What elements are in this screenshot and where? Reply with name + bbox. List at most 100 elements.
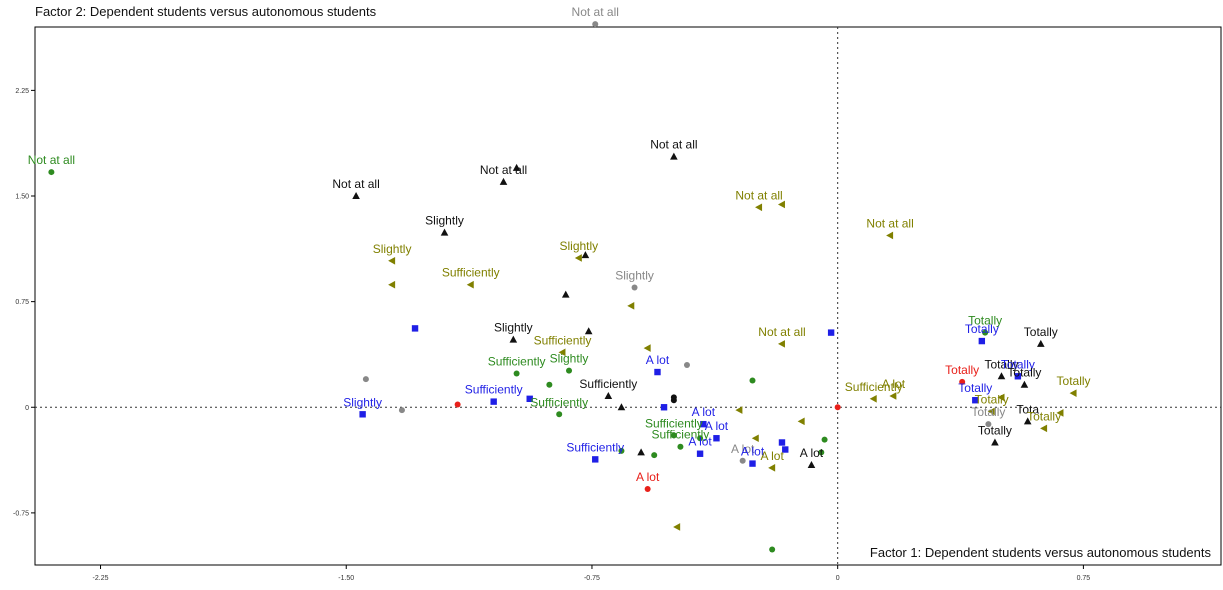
data-point: [1014, 373, 1022, 380]
point-label: Totally: [978, 423, 1012, 437]
data-point: [889, 392, 897, 400]
data-point: [1037, 339, 1045, 347]
data-point: [696, 450, 704, 457]
data-point: [735, 406, 743, 414]
data-point: [1040, 424, 1048, 433]
point-label: Sufficiently: [442, 266, 500, 280]
data-point: [581, 251, 590, 259]
x-tick-label: 0: [836, 575, 840, 582]
data-point: [411, 325, 419, 332]
point-label: A lot: [760, 449, 784, 463]
point-label: Slightly: [560, 239, 599, 253]
data-point: [631, 284, 638, 291]
data-point: [683, 362, 690, 369]
data-point: [1023, 417, 1032, 425]
chart-title: Factor 2: Dependent students versus auto…: [35, 4, 377, 19]
data-point: [440, 228, 449, 236]
point-label: A lot: [636, 470, 660, 484]
point-label: Tota: [1016, 402, 1039, 416]
data-point: [584, 327, 593, 335]
tick-layer: -2.25 -1.50 -0.75 0 0.75 2.25 1.50 0.75 0 -0.75: [13, 88, 1090, 582]
point-label: Not at all: [28, 153, 75, 167]
point-label: Totally: [1027, 409, 1061, 423]
data-point: [777, 340, 785, 348]
point-label: Totally: [1007, 366, 1041, 380]
data-point: [769, 546, 776, 553]
data-point: [755, 203, 763, 212]
data-point: [677, 443, 684, 450]
point-marks: [48, 21, 1077, 553]
point-label: Slightly: [343, 395, 382, 409]
point-label: Totally: [984, 357, 1018, 371]
data-point: [592, 21, 599, 28]
data-point: [886, 231, 894, 240]
data-point: [670, 152, 678, 160]
data-point: [618, 447, 625, 454]
point-label: Totally: [968, 314, 1002, 328]
data-point: [673, 523, 681, 531]
x-tick-label: -2.25: [93, 575, 109, 582]
point-label: Totally: [1057, 374, 1091, 388]
point-label: Slightly: [425, 214, 464, 228]
reference-lines: [35, 27, 1221, 565]
data-point: [749, 460, 756, 467]
point-label: A lot: [705, 419, 729, 433]
data-point: [768, 464, 776, 472]
point-label: Sufficiently: [645, 416, 703, 430]
data-point: [797, 417, 805, 426]
data-point: [48, 169, 55, 176]
data-point: [991, 438, 999, 446]
data-point: [556, 411, 563, 418]
point-label: Sufficiently: [488, 354, 546, 368]
data-point: [627, 302, 635, 310]
point-label: Sufficiently: [465, 383, 523, 397]
data-point: [739, 457, 746, 464]
point-label: Sufficiently: [530, 395, 588, 409]
data-point: [398, 407, 405, 414]
data-point: [561, 290, 570, 298]
point-label: Sufficiently: [566, 440, 624, 454]
data-point: [651, 452, 658, 459]
y-tick-label: -0.75: [13, 510, 29, 517]
y-tick-label: 2.25: [15, 88, 29, 95]
data-point: [751, 434, 759, 443]
data-point: [670, 394, 677, 401]
data-point: [697, 435, 704, 442]
data-point: [362, 376, 369, 383]
y-tick-label: 0.75: [15, 299, 29, 306]
point-label: Totally: [971, 405, 1005, 419]
point-label: A lot: [646, 353, 670, 367]
data-point: [526, 395, 533, 403]
x-tick-label: -0.75: [584, 575, 600, 582]
data-point: [807, 461, 816, 469]
data-point: [660, 404, 668, 411]
data-point: [987, 407, 995, 416]
data-point: [490, 398, 497, 405]
point-label: Totally: [975, 392, 1009, 406]
point-label: Not at all: [650, 138, 697, 152]
data-point: [558, 348, 566, 357]
point-label: Totally: [965, 322, 999, 336]
data-point: [513, 370, 520, 377]
data-point: [592, 456, 599, 463]
point-labels: Not at all Not at all Not at all Not at all…: [28, 5, 1091, 484]
data-point: [997, 372, 1006, 380]
point-label: Slightly: [494, 321, 533, 335]
point-label: Sufficiently: [534, 333, 592, 347]
point-label: Sufficiently: [579, 377, 637, 391]
data-point: [359, 411, 366, 418]
point-label: Slightly: [373, 242, 412, 256]
point-label: Sufficiently: [652, 428, 710, 442]
data-point: [604, 391, 613, 399]
data-point: [985, 421, 992, 428]
data-point: [827, 329, 835, 336]
point-label: A lot: [688, 435, 712, 449]
data-point: [978, 337, 986, 345]
point-label: Totally: [945, 363, 979, 377]
data-point: [643, 344, 651, 352]
data-point: [388, 280, 396, 289]
point-label: Slightly: [615, 269, 654, 283]
data-point: [997, 393, 1005, 402]
data-point: [1056, 409, 1064, 417]
point-label: Not at all: [480, 163, 527, 177]
